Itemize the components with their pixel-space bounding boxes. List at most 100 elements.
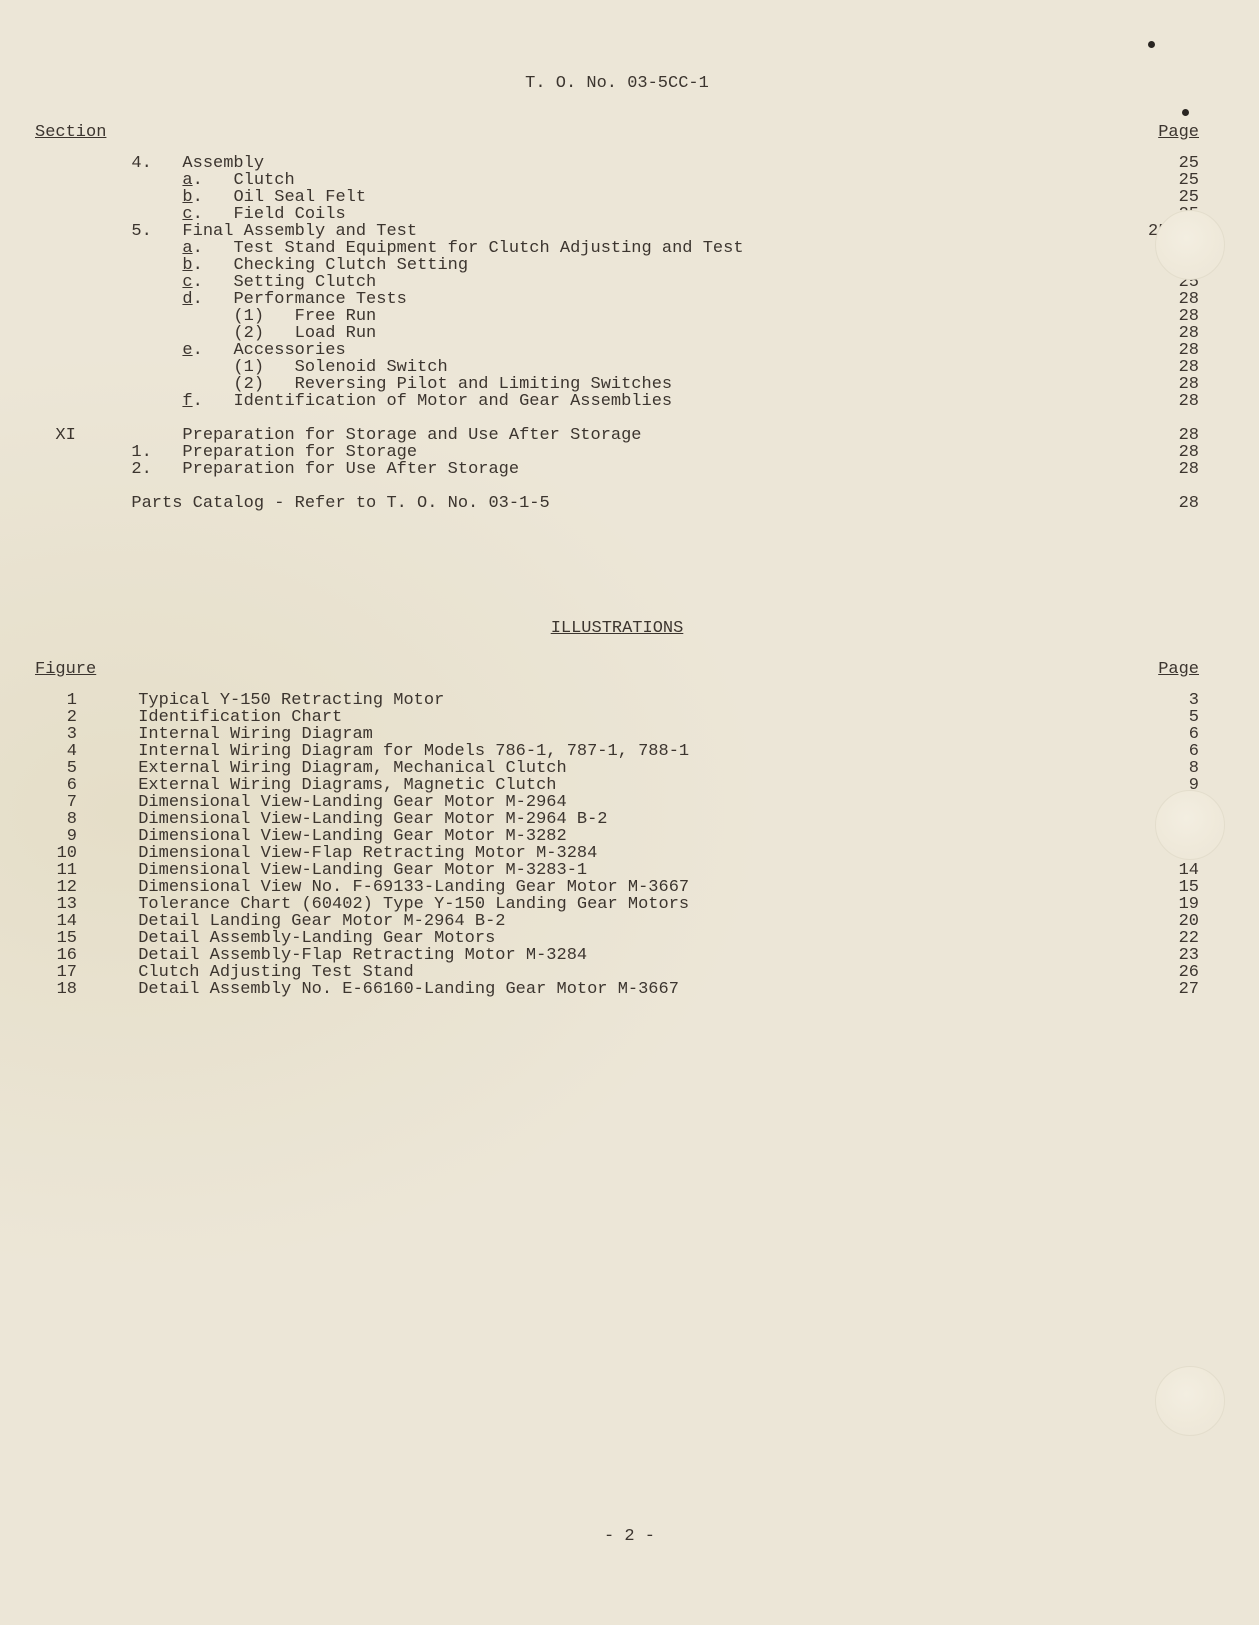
figure-number: 11 — [35, 862, 77, 879]
toc-text: Accessories — [233, 342, 345, 359]
toc-line: (1) Free Run28 — [35, 308, 1199, 325]
figure-number: 3 — [35, 726, 77, 743]
illustrations-body: 1 Typical Y-150 Retracting Motor32 Ident… — [35, 692, 1199, 998]
toc-section — [35, 257, 111, 274]
figure-number: 16 — [35, 947, 77, 964]
toc-section — [35, 325, 111, 342]
toc-text: Clutch — [233, 172, 294, 189]
figure-number: 17 — [35, 964, 77, 981]
toc-line: (2) Load Run28 — [35, 325, 1199, 342]
figure-page: 3 — [1139, 692, 1199, 709]
illustration-line: 17 Clutch Adjusting Test Stand26 — [35, 964, 1199, 981]
illustration-line: 1 Typical Y-150 Retracting Motor3 — [35, 692, 1199, 709]
figure-page: 23 — [1139, 947, 1199, 964]
illustration-line: 16 Detail Assembly-Flap Retracting Motor… — [35, 947, 1199, 964]
toc-page: 28 — [1139, 376, 1199, 393]
toc-section — [35, 461, 111, 478]
figure-page: 6 — [1139, 743, 1199, 760]
figure-title: Detail Assembly-Flap Retracting Motor M-… — [138, 947, 587, 964]
illus-page-label: Page — [1158, 661, 1199, 678]
toc-line: d. Performance Tests28 — [35, 291, 1199, 308]
toc-text: Final Assembly and Test — [182, 223, 417, 240]
figure-label: Figure — [35, 661, 96, 678]
toc-text: Setting Clutch — [233, 274, 376, 291]
toc-text: Preparation for Storage and Use After St… — [182, 427, 641, 444]
toc-text: Assembly — [182, 155, 264, 172]
toc-line: e. Accessories28 — [35, 342, 1199, 359]
toc-line: f. Identification of Motor and Gear Asse… — [35, 393, 1199, 410]
figure-title: External Wiring Diagrams, Magnetic Clutc… — [138, 777, 556, 794]
toc-line: a. Test Stand Equipment for Clutch Adjus… — [35, 240, 1199, 257]
spot — [1148, 41, 1155, 48]
toc-page: 28 — [1139, 393, 1199, 410]
toc-section — [35, 155, 111, 172]
figure-title: Clutch Adjusting Test Stand — [138, 964, 413, 981]
toc-section — [35, 206, 111, 223]
toc-line: Parts Catalog - Refer to T. O. No. 03-1-… — [35, 495, 1199, 512]
toc-line: 4. Assembly25 — [35, 155, 1199, 172]
figure-page: 15 — [1139, 879, 1199, 896]
toc-page: 25 — [1139, 172, 1199, 189]
illustration-line: 18 Detail Assembly No. E-66160-Landing G… — [35, 981, 1199, 998]
figure-page: 22 — [1139, 930, 1199, 947]
figure-number: 12 — [35, 879, 77, 896]
illustration-line: 11 Dimensional View-Landing Gear Motor M… — [35, 862, 1199, 879]
document-page: T. O. No. 03-5CC-1 Section Page 4. Assem… — [0, 0, 1259, 1625]
toc-line: XI Preparation for Storage and Use After… — [35, 427, 1199, 444]
figure-number: 5 — [35, 760, 77, 777]
illustration-line: 8 Dimensional View-Landing Gear Motor M-… — [35, 811, 1199, 828]
page-label: Page — [1158, 124, 1199, 141]
figure-number: 1 — [35, 692, 77, 709]
toc-section — [35, 240, 111, 257]
toc-page: 28 — [1139, 308, 1199, 325]
toc-section — [35, 495, 111, 512]
toc-section — [35, 376, 111, 393]
figure-number: 4 — [35, 743, 77, 760]
figure-number: 6 — [35, 777, 77, 794]
toc-line: b. Oil Seal Felt25 — [35, 189, 1199, 206]
figure-number: 18 — [35, 981, 77, 998]
toc-section — [35, 393, 111, 410]
toc-section — [35, 223, 111, 240]
illustration-line: 5 External Wiring Diagram, Mechanical Cl… — [35, 760, 1199, 777]
figure-number: 2 — [35, 709, 77, 726]
toc-line: 5. Final Assembly and Test25-28 — [35, 223, 1199, 240]
toc-section — [35, 291, 111, 308]
toc-line: b. Checking Clutch Setting25 — [35, 257, 1199, 274]
illustration-line: 13 Tolerance Chart (60402) Type Y-150 La… — [35, 896, 1199, 913]
figure-number: 15 — [35, 930, 77, 947]
figure-number: 13 — [35, 896, 77, 913]
figure-title: Detail Landing Gear Motor M-2964 B-2 — [138, 913, 505, 930]
figure-page: 27 — [1139, 981, 1199, 998]
punch-hole — [1155, 790, 1225, 860]
toc-page: 28 — [1139, 461, 1199, 478]
toc-page: 28 — [1139, 325, 1199, 342]
figure-title: Internal Wiring Diagram for Models 786-1… — [138, 743, 689, 760]
toc-page: 28 — [1139, 291, 1199, 308]
figure-title: Dimensional View-Landing Gear Motor M-32… — [138, 828, 566, 845]
illustration-line: 9 Dimensional View-Landing Gear Motor M-… — [35, 828, 1199, 845]
illustration-line: 10 Dimensional View-Flap Retracting Moto… — [35, 845, 1199, 862]
page-footer: - 2 - — [0, 1528, 1259, 1545]
toc-page: 28 — [1139, 359, 1199, 376]
toc-section — [35, 359, 111, 376]
toc-text: Load Run — [295, 325, 377, 342]
figure-title: External Wiring Diagram, Mechanical Clut… — [138, 760, 566, 777]
toc-page: 28 — [1139, 495, 1199, 512]
toc-section — [35, 308, 111, 325]
toc-line: 1. Preparation for Storage28 — [35, 444, 1199, 461]
punch-hole — [1155, 210, 1225, 280]
section-label: Section — [35, 124, 106, 141]
toc-text: Test Stand Equipment for Clutch Adjustin… — [233, 240, 743, 257]
figure-title: Identification Chart — [138, 709, 342, 726]
toc-section — [35, 444, 111, 461]
toc-text: Field Coils — [233, 206, 345, 223]
figure-title: Dimensional View-Landing Gear Motor M-29… — [138, 811, 607, 828]
figure-page: 6 — [1139, 726, 1199, 743]
figure-page: 8 — [1139, 760, 1199, 777]
toc-text: Parts Catalog - Refer to T. O. No. 03-1-… — [131, 495, 549, 512]
illustration-line: 7 Dimensional View-Landing Gear Motor M-… — [35, 794, 1199, 811]
toc-line: a. Clutch25 — [35, 172, 1199, 189]
toc-text: Free Run — [295, 308, 377, 325]
toc-section — [35, 189, 111, 206]
